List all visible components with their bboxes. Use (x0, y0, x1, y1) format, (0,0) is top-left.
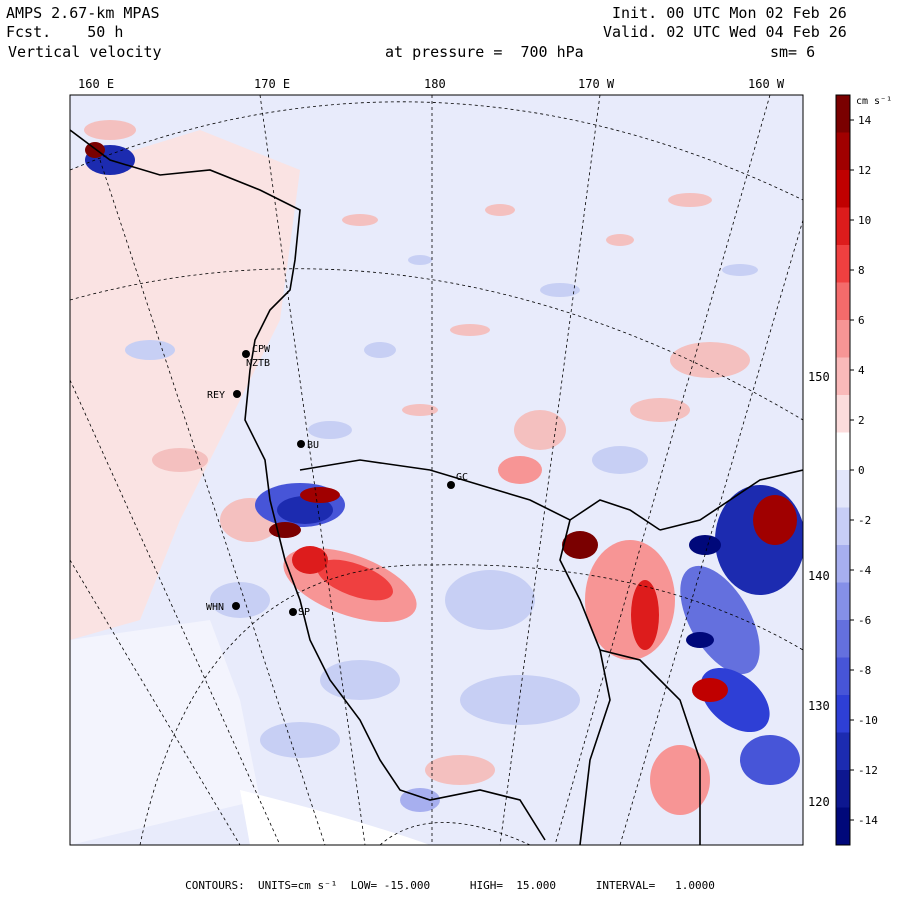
colorbar-segment (836, 395, 850, 433)
station-dot-sp (289, 608, 297, 616)
ice-shelf-region (70, 620, 260, 845)
map-frame (69, 94, 804, 846)
colorbar-tick-label: -6 (858, 614, 871, 627)
colorbar-segment (836, 470, 850, 508)
station-label-whn: WHN (206, 602, 224, 613)
contour-info: CONTOURS: UNITS=cm s⁻¹ LOW= -15.000 HIGH… (185, 879, 715, 892)
colorbar-segment (836, 582, 850, 621)
station-label-nztb: NZTB (246, 358, 270, 369)
colorbar-tick-label: -4 (858, 564, 872, 577)
colorbar-tick-label: 0 (858, 464, 865, 477)
colorbar-segment (836, 245, 850, 283)
lon-label-160e: 160 E (78, 77, 114, 91)
coastline (70, 129, 803, 845)
init-time: Init. 00 UTC Mon 02 Feb 26 (612, 4, 847, 22)
station-label-sp: SP (298, 607, 310, 618)
colorbar-tick-label: 2 (858, 414, 865, 427)
colorbar-tick-label: 10 (858, 214, 871, 227)
eastern-mountain-waves (85, 142, 803, 815)
colorbar-tick-label: 6 (858, 314, 865, 327)
station-dot-gc (447, 481, 455, 489)
colorbar-segment (836, 657, 850, 696)
colorbar-segment (836, 207, 850, 246)
colorbar-segments (836, 95, 850, 846)
colorbar-segment (836, 132, 850, 171)
station-markers: CPW NZTB REY BU GC WHN SP (206, 344, 468, 618)
station-label-bu: BU (307, 440, 319, 451)
colorbar-segment (836, 620, 850, 658)
colorbar-segment (836, 695, 850, 733)
ross-ice-shelf-plain (240, 790, 430, 845)
lon-label-180: 180 (424, 77, 446, 91)
colorbar-tick-label: 14 (858, 114, 872, 127)
speckle-field (84, 120, 758, 812)
colorbar-tick-label: 8 (858, 264, 865, 277)
colorbar: cm s⁻¹ 14 12 10 8 6 4 2 0 -2 -4 -6 -8 -10 -12 -14 (835, 94, 892, 846)
map-panel: CPW NZTB REY BU GC WHN SP (70, 95, 803, 845)
colorbar-segment (836, 320, 850, 358)
colorbar-tick-label: 12 (858, 164, 871, 177)
colorbar-units: cm s⁻¹ (856, 96, 892, 107)
colorbar-segment (836, 170, 850, 208)
colorbar-ticks: 14 12 10 8 6 4 2 0 -2 -4 -6 -8 -10 -12 -14 (850, 114, 878, 827)
colorbar-segment (836, 357, 850, 396)
pressure-level: at pressure = 700 hPa (385, 43, 584, 61)
colorbar-segment (836, 282, 850, 321)
colorbar-tick-label: -8 (858, 664, 871, 677)
colorbar-tick-label: 4 (858, 364, 865, 377)
model-title: AMPS 2.67-km MPAS (6, 4, 160, 22)
init-label: Init. (612, 4, 658, 22)
field-name: Vertical velocity (8, 43, 162, 61)
lon-label-170w: 170 W (578, 77, 615, 91)
valid-value: 02 UTC Wed 04 Feb 26 (666, 23, 847, 41)
lon-label-160w: 160 W (748, 77, 785, 91)
init-value: 00 UTC Mon 02 Feb 26 (666, 4, 847, 22)
colorbar-tick-label: -2 (858, 514, 871, 527)
colorbar-tick-label: -14 (858, 814, 878, 827)
station-label-rey: REY (207, 390, 225, 401)
station-dot-cpw (242, 350, 250, 358)
colorbar-segment (836, 95, 850, 133)
colorbar-segment (836, 432, 850, 471)
smoothing-value: sm= 6 (770, 43, 816, 61)
weak-positive-region-west (70, 130, 300, 640)
colorbar-segment (836, 770, 850, 808)
forecast-hour: Fcst. 50 h (6, 23, 123, 41)
colorbar-tick-label: -10 (858, 714, 878, 727)
colorbar-segment (836, 732, 850, 771)
station-dot-whn (232, 602, 240, 610)
station-label-cpw: CPW (252, 344, 271, 355)
colorbar-segment (836, 507, 850, 546)
colorbar-tick-label: -12 (858, 764, 878, 777)
colorbar-segment (836, 545, 850, 583)
fcst-label: Fcst. (6, 23, 52, 41)
colorbar-segment (836, 807, 850, 846)
valid-label: Valid. (603, 23, 658, 41)
positive-region-mountains (255, 483, 417, 622)
station-label-gc: GC (456, 472, 468, 483)
fcst-value: 50 h (87, 23, 124, 41)
valid-time: Valid. 02 UTC Wed 04 Feb 26 (603, 23, 847, 41)
station-dot-bu (297, 440, 305, 448)
station-dot-rey (233, 390, 241, 398)
lon-label-170e: 170 E (254, 77, 290, 91)
